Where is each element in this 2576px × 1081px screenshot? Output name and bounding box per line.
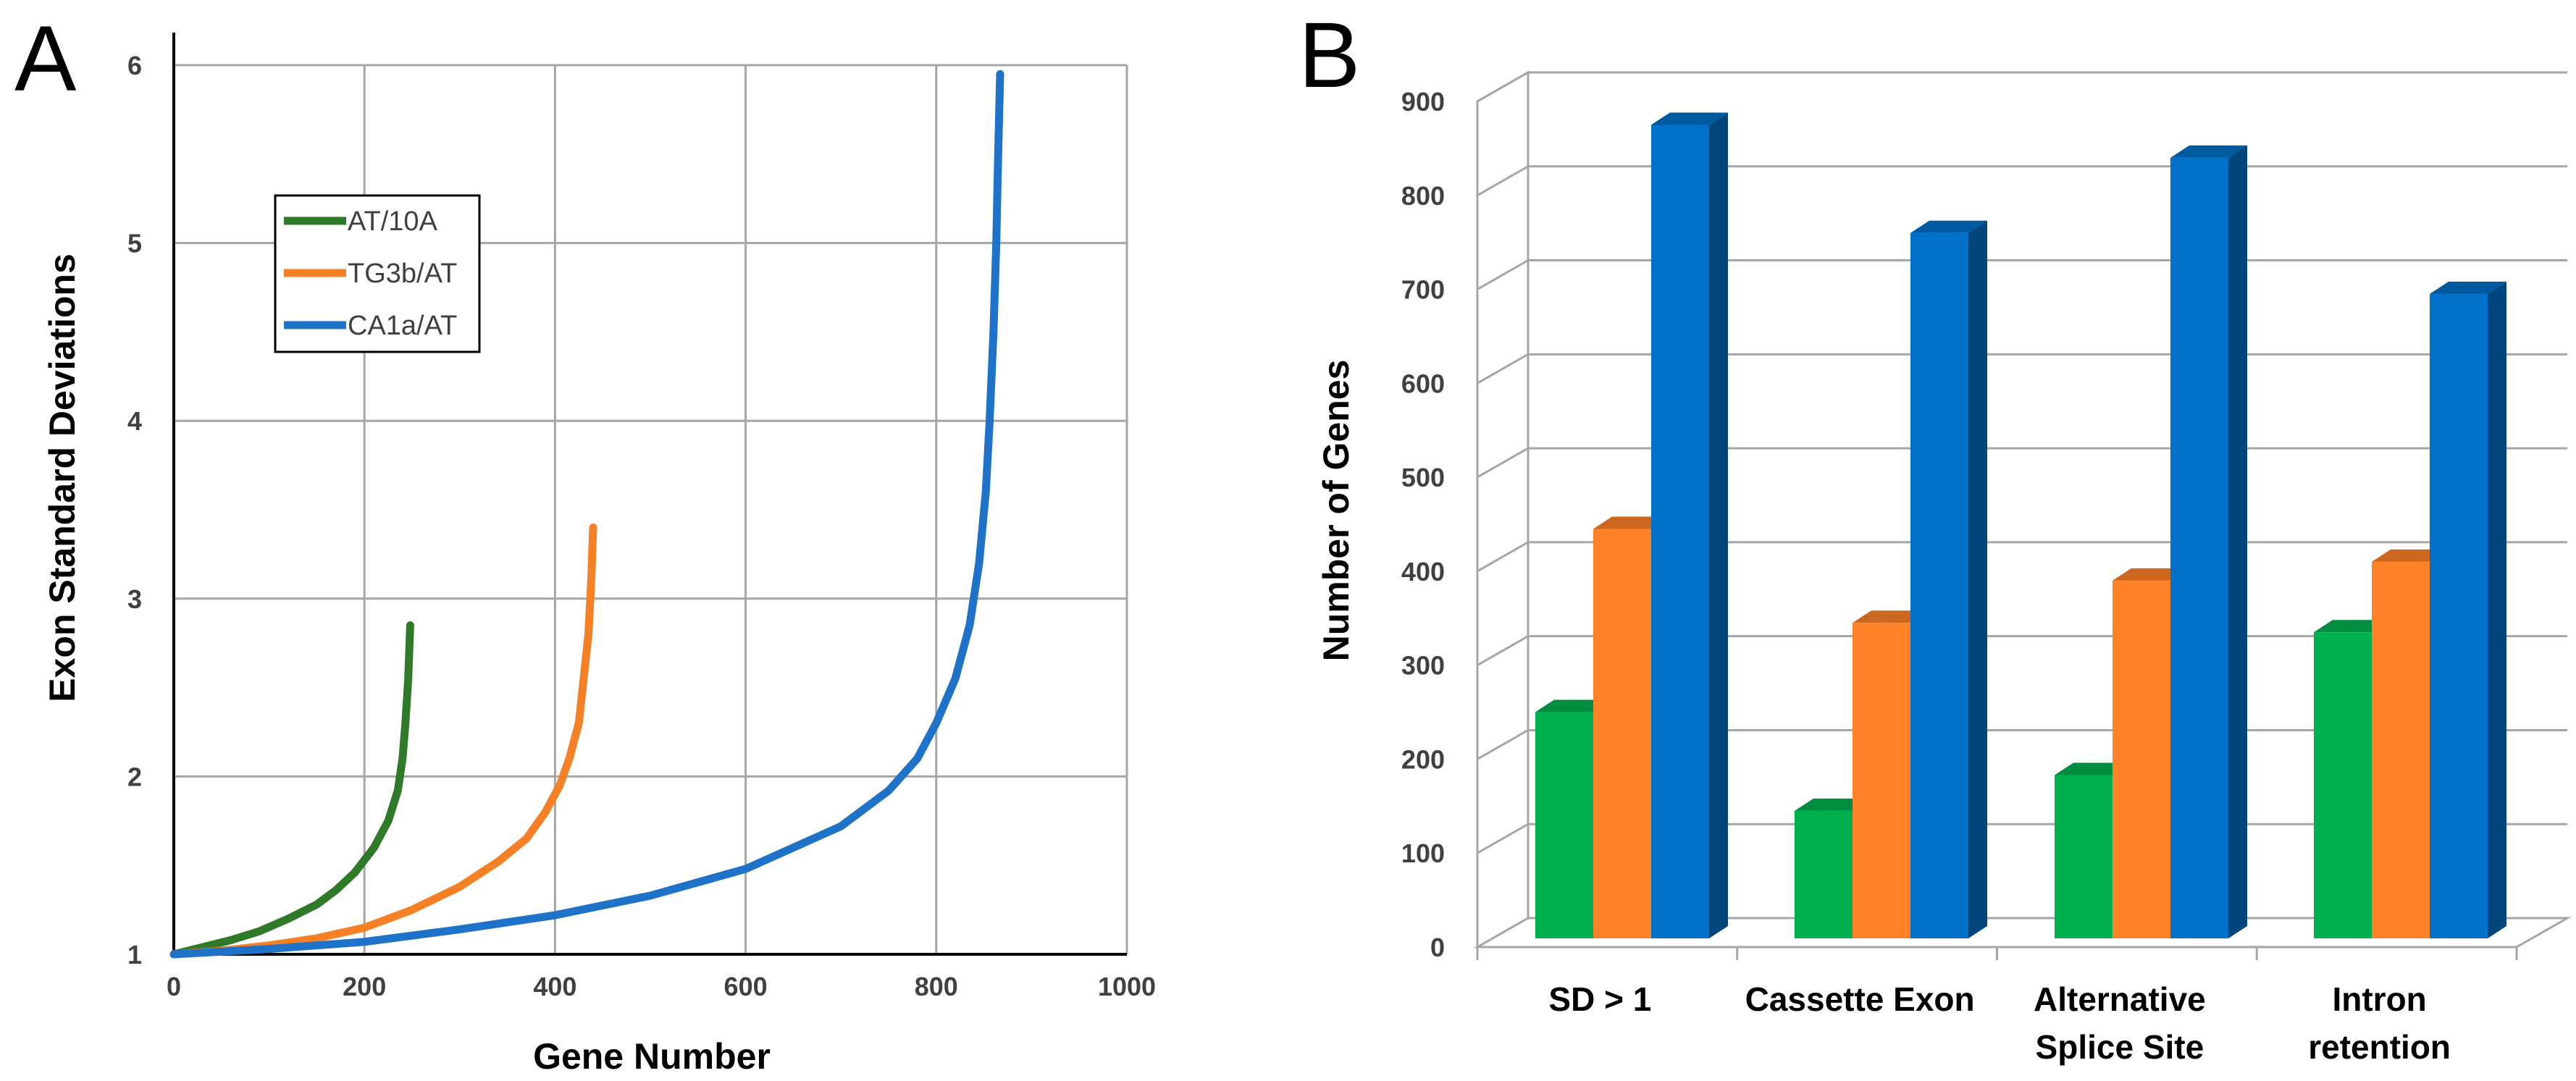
bar-top-tg3b-at <box>2113 568 2189 581</box>
panel-b-label: B <box>1299 4 1360 107</box>
bar-top-at-10a <box>2055 762 2131 775</box>
y-tick-label: 600 <box>1401 369 1445 398</box>
legend-label-tg3b-at: TG3b/AT <box>348 258 457 289</box>
series-line-ca1a-at <box>169 70 1004 959</box>
y-tick-label: 1 <box>127 940 142 969</box>
category-label: Cassette Exon <box>1745 980 1975 1018</box>
category-label: Intron <box>2332 980 2426 1018</box>
side-grid-line <box>1477 635 1529 666</box>
side-grid-line <box>1477 71 1529 103</box>
y-tick-label: 4 <box>127 406 142 436</box>
x-tick-label: 0 <box>167 972 181 1001</box>
legend-label-ca1a-at: CA1a/AT <box>348 311 457 341</box>
bar-top-tg3b-at <box>1593 516 1670 529</box>
side-grid-line <box>1477 447 1529 479</box>
bar-top-tg3b-at <box>1853 610 1929 623</box>
bar-at-10a <box>1795 810 1853 938</box>
floor <box>1473 917 2572 948</box>
x-tick-label: 200 <box>343 972 386 1001</box>
bar-top-at-10a <box>1535 699 1612 712</box>
bar-top-ca1a-at <box>2430 282 2506 295</box>
series-line-at-10a <box>169 621 414 959</box>
panel-a-series-lines <box>169 70 1004 959</box>
bar-side-ca1a-at <box>1968 220 1987 938</box>
side-grid-line <box>1477 541 1529 573</box>
bar-top-ca1a-at <box>1910 220 1987 233</box>
panel-b-category-labels: SD > 1 Cassette Exon Alternative Splice Sit… <box>1548 980 2451 1066</box>
category-label: retention <box>2308 1028 2451 1066</box>
side-grid-line <box>1477 353 1529 384</box>
bar-tg3b-at <box>1853 623 1910 938</box>
bar-top-ca1a-at <box>1651 112 1728 125</box>
side-grid-line <box>1477 165 1529 197</box>
panel-a-y-axis-label: Exon Standard Deviations <box>42 253 83 702</box>
side-grid-line <box>1477 259 1529 290</box>
category-label: SD > 1 <box>1548 980 1651 1018</box>
y-tick-label: 2 <box>127 762 142 791</box>
side-grid-line <box>1477 729 1529 760</box>
bar-at-10a <box>2314 632 2372 938</box>
bar-tg3b-at <box>1593 529 1651 938</box>
y-tick-label: 800 <box>1401 181 1445 211</box>
y-tick-label: 900 <box>1401 87 1445 117</box>
y-tick-label: 400 <box>1401 557 1445 586</box>
panel-b-bars <box>1535 112 2506 938</box>
left-wall <box>1476 70 1530 949</box>
x-tick-label: 800 <box>915 972 958 1001</box>
bar-ca1a-at <box>2170 157 2228 938</box>
category-label: Splice Site <box>2036 1028 2204 1066</box>
series-line-tg3b-at <box>169 523 597 959</box>
bar-side-ca1a-at <box>2228 145 2247 938</box>
bar-at-10a <box>1535 712 1593 938</box>
bar-tg3b-at <box>2372 561 2430 938</box>
y-tick-label: 0 <box>1430 933 1445 962</box>
panel-a: A 0 200 400 600 800 1000 1 2 3 4 5 6 Gene Number Ex… <box>14 7 1156 1077</box>
panel-b: B 0 100 200 300 400 500 600 700 800 900 SD > 1 Cas… <box>1299 4 2572 1066</box>
y-tick-label: 300 <box>1401 651 1445 681</box>
bar-top-tg3b-at <box>2372 549 2449 562</box>
panel-a-tick-labels: 0 200 400 600 800 1000 1 2 3 4 5 6 <box>127 51 1156 1001</box>
panel-b-tick-labels: 0 100 200 300 400 500 600 700 800 900 <box>1401 87 1445 962</box>
x-tick-label: 1000 <box>1098 972 1156 1001</box>
bar-top-at-10a <box>1795 798 1871 811</box>
y-tick-label: 500 <box>1401 463 1445 492</box>
bar-ca1a-at <box>1651 125 1709 938</box>
bar-tg3b-at <box>2113 580 2170 938</box>
panel-a-legend: AT/10A TG3b/AT CA1a/AT <box>274 194 481 353</box>
y-tick-label: 3 <box>127 584 142 614</box>
bar-top-at-10a <box>2314 620 2391 633</box>
panel-a-grid <box>174 64 1128 954</box>
x-tick-label: 400 <box>533 972 576 1001</box>
panel-a-label: A <box>14 7 77 111</box>
x-tick-label: 600 <box>724 972 768 1001</box>
bar-side-ca1a-at <box>1709 112 1728 938</box>
y-tick-label: 200 <box>1401 744 1445 774</box>
y-tick-label: 100 <box>1401 838 1445 868</box>
bar-ca1a-at <box>1910 232 1968 938</box>
panel-b-y-axis-label: Number of Genes <box>1316 360 1356 662</box>
panel-a-axes <box>172 33 1127 956</box>
side-grid-line <box>1477 823 1529 854</box>
bar-ca1a-at <box>2430 294 2488 938</box>
bar-side-ca1a-at <box>2488 282 2506 938</box>
y-tick-label: 5 <box>127 229 142 258</box>
bar-at-10a <box>2055 775 2113 938</box>
bar-top-ca1a-at <box>2170 145 2247 158</box>
legend-label-at-10a: AT/10A <box>348 206 438 237</box>
y-tick-label: 700 <box>1401 275 1445 305</box>
y-tick-label: 6 <box>127 51 142 80</box>
panel-a-x-axis-label: Gene Number <box>533 1036 771 1077</box>
category-label: Alternative <box>2034 980 2206 1018</box>
